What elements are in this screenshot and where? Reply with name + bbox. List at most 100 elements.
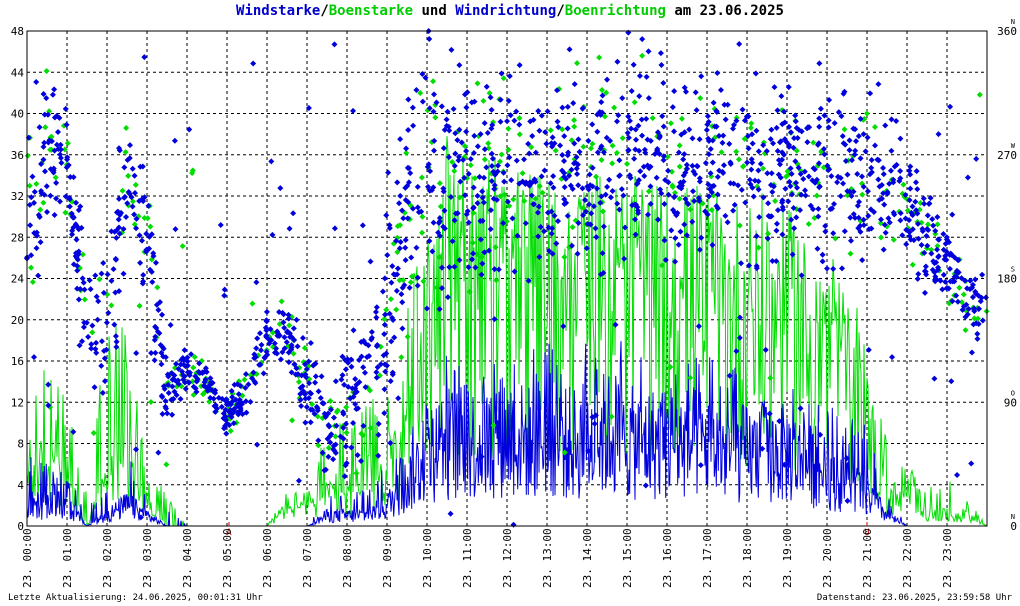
wind-direction-point: [773, 227, 780, 234]
wind-direction-point: [95, 298, 102, 305]
wind-direction-point: [745, 145, 752, 152]
wind-direction-point: [902, 215, 909, 222]
wind-direction-point: [854, 170, 861, 177]
wind-direction-point: [62, 105, 69, 112]
wind-direction-point: [80, 324, 87, 331]
wind-direction-point: [696, 178, 703, 185]
wind-direction-point: [634, 207, 641, 214]
wind-direction-point: [171, 137, 178, 144]
wind-direction-point: [112, 289, 119, 296]
wind-direction-point: [193, 378, 200, 385]
gust-direction-point: [747, 124, 754, 131]
wind-direction-point: [284, 328, 291, 335]
wind-direction-point: [381, 275, 388, 282]
gust-direction-point: [108, 302, 115, 309]
wind-direction-point: [116, 211, 123, 218]
wind-direction-point: [271, 349, 278, 356]
wind-direction-point: [112, 333, 119, 340]
wind-direction-point: [781, 461, 788, 468]
wind-direction-point: [27, 222, 34, 229]
wind-direction-point: [43, 183, 50, 190]
wind-direction-point: [838, 113, 845, 120]
wind-direction-point: [714, 205, 721, 212]
wind-direction-point: [101, 378, 108, 385]
wind-direction-point: [276, 308, 283, 315]
wind-direction-point: [665, 179, 672, 186]
wind-direction-point: [599, 109, 606, 116]
wind-direction-point: [164, 410, 171, 417]
gust-direction-point: [407, 279, 414, 286]
wind-direction-point: [971, 305, 978, 312]
wind-direction-point: [973, 320, 980, 327]
wind-direction-point: [367, 258, 374, 265]
wind-direction-point: [504, 162, 511, 169]
wind-direction-point: [430, 219, 437, 226]
wind-direction-point: [919, 228, 926, 235]
wind-direction-point: [381, 331, 388, 338]
wind-direction-point: [878, 182, 885, 189]
wind-direction-point: [51, 86, 58, 93]
wind-direction-point: [193, 388, 200, 395]
wind-direction-point: [431, 91, 438, 98]
wind-direction-point: [962, 313, 969, 320]
wind-direction-point: [529, 132, 536, 139]
wind-direction-point: [597, 199, 604, 206]
wind-direction-point: [494, 162, 501, 169]
gust-direction-point: [29, 278, 36, 285]
gust-direction-point: [748, 120, 755, 127]
wind-direction-point: [846, 188, 853, 195]
wind-direction-point: [113, 344, 120, 351]
wind-direction-point: [162, 354, 169, 361]
wind-direction-point: [133, 225, 140, 232]
wind-direction-point: [340, 435, 347, 442]
gust-direction-point: [367, 424, 374, 431]
wind-direction-point: [759, 445, 766, 452]
wind-direction-point: [312, 360, 319, 367]
wind-direction-point: [260, 370, 267, 377]
wind-direction-point: [874, 156, 881, 163]
wind-direction-point: [506, 73, 513, 80]
wind-direction-point: [286, 225, 293, 232]
wind-direction-point: [788, 191, 795, 198]
wind-direction-point: [419, 71, 426, 78]
wind-direction-point: [450, 106, 457, 113]
wind-direction-point: [333, 422, 340, 429]
wind-direction-point: [587, 221, 594, 228]
wind-direction-point: [739, 106, 746, 113]
wind-direction-point: [226, 422, 233, 429]
wind-direction-point: [184, 369, 191, 376]
x-tick-label: 23. 05:00: [221, 528, 234, 588]
wind-direction-point: [942, 240, 949, 247]
wind-direction-point: [770, 140, 777, 147]
wind-direction-point: [328, 431, 335, 438]
data-timestamp-text: Datenstand: 23.06.2025, 23:59:58 Uhr: [816, 593, 1012, 603]
gust-direction-point: [678, 115, 685, 122]
wind-direction-point: [584, 183, 591, 190]
wind-direction-point: [766, 410, 773, 417]
wind-direction-point: [229, 398, 236, 405]
y-left-tick-label: 48: [11, 25, 24, 38]
gust-direction-point: [667, 120, 674, 127]
wind-direction-point: [395, 395, 402, 402]
wind-direction-point: [777, 138, 784, 145]
gust-direction-point: [343, 429, 350, 436]
wind-direction-point: [585, 447, 592, 454]
wind-direction-point: [953, 292, 960, 299]
wind-direction-point: [927, 194, 934, 201]
wind-direction-point: [217, 221, 224, 228]
wind-direction-point: [397, 192, 404, 199]
wind-direction-point: [787, 165, 794, 172]
wind-direction-point: [668, 227, 675, 234]
wind-direction-point: [726, 140, 733, 147]
gust-direction-point: [419, 213, 426, 220]
wind-direction-point: [464, 89, 471, 96]
wind-direction-point: [581, 196, 588, 203]
wind-direction-point: [691, 197, 698, 204]
wind-direction-point: [182, 385, 189, 392]
wind-direction-point: [788, 216, 795, 223]
wind-direction-point: [124, 200, 131, 207]
wind-direction-point: [511, 117, 518, 124]
wind-direction-point: [373, 343, 380, 350]
wind-direction-point: [342, 462, 349, 469]
wind-direction-point: [207, 386, 214, 393]
